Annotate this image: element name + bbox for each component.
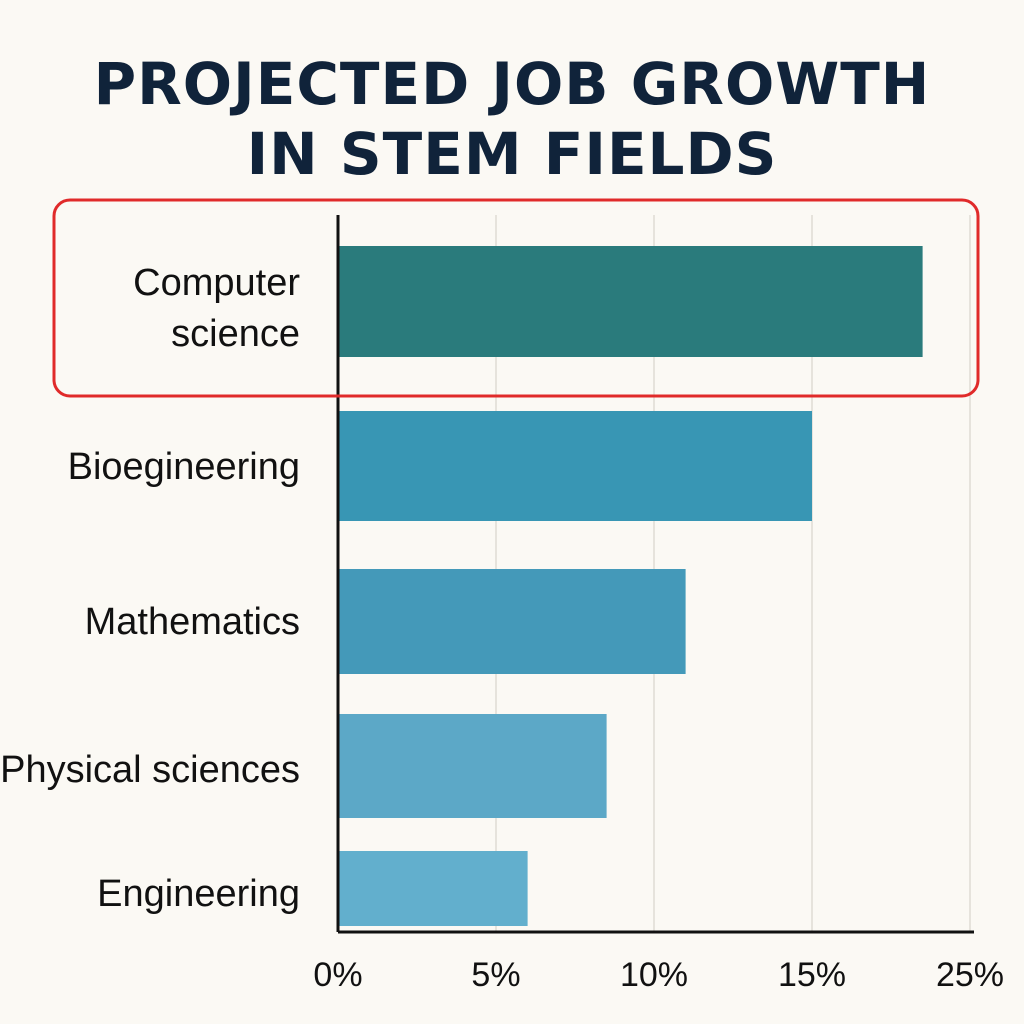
x-tick-label: 15% bbox=[778, 956, 846, 994]
bar-bioegineering bbox=[338, 411, 812, 521]
bar-engineering bbox=[338, 851, 528, 926]
category-label: Mathematics bbox=[85, 601, 300, 643]
category-label: Engineering bbox=[97, 873, 300, 915]
x-tick-label: 0% bbox=[313, 956, 362, 994]
category-label: Computer bbox=[133, 262, 300, 304]
x-tick-label: 10% bbox=[620, 956, 688, 994]
bar-computer-science bbox=[338, 246, 923, 357]
category-label: science bbox=[171, 313, 300, 355]
x-tick-label: 5% bbox=[471, 956, 520, 994]
bar-mathematics bbox=[338, 569, 686, 674]
x-tick-label: 25% bbox=[936, 956, 1004, 994]
chart-title-line-2: IN STEM FIELDS bbox=[246, 120, 778, 188]
category-label: Bioegineering bbox=[68, 446, 300, 488]
chart-title-line-1: PROJECTED JOB GROWTH bbox=[93, 50, 931, 118]
bar-physical-sciences bbox=[338, 714, 607, 818]
highlight-box bbox=[52, 198, 980, 398]
category-label: Physical sciences bbox=[0, 749, 300, 791]
